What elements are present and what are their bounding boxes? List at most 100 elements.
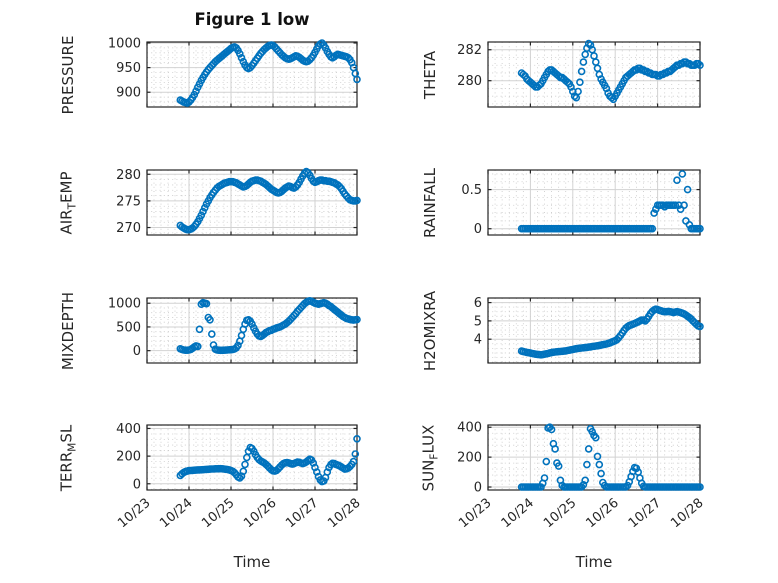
ylabel-H2OMIXRA: H2OMIXRA [421, 290, 439, 371]
y-tick-label: 270 [116, 221, 141, 236]
y-tick-label: 500 [116, 320, 141, 335]
y-tick-label: 280 [116, 168, 141, 183]
x-tick-label: 10/25 [541, 496, 579, 532]
ylabel-THETA: THETA [421, 50, 439, 99]
data-point-marker [323, 468, 332, 476]
x-tick-label: 10/26 [583, 496, 621, 532]
data-point-marker [591, 58, 600, 66]
data-point-marker [662, 69, 671, 77]
data-point-marker [195, 325, 204, 334]
data-points [517, 305, 704, 359]
data-point-marker [547, 425, 556, 434]
axes-box [146, 424, 358, 491]
data-point-marker [593, 452, 602, 461]
axes-box [487, 297, 701, 364]
y-tick-label: 950 [116, 61, 141, 76]
data-point-marker [648, 224, 657, 233]
x-axis-label-left: Time [233, 553, 271, 571]
data-point-marker [542, 457, 551, 466]
data-point-marker [607, 93, 616, 102]
y-tick-label: 0.5 [461, 183, 482, 198]
data-point-marker [683, 185, 692, 194]
data-point-marker [583, 460, 591, 469]
axes-box [487, 41, 701, 108]
data-point-marker [650, 209, 658, 217]
subplot-RAINFALL: 00.5 [461, 169, 704, 237]
data-point-marker [632, 464, 641, 473]
data-point-marker [577, 67, 586, 76]
y-tick-label: 275 [116, 194, 141, 209]
data-point-marker [563, 78, 572, 86]
data-point-marker [344, 53, 353, 62]
y-tick-label: 1000 [108, 297, 141, 312]
data-point-marker [574, 87, 582, 96]
data-point-marker [349, 457, 358, 466]
data-point-marker [581, 476, 590, 485]
subplot-THETA: 280 282 [457, 39, 704, 108]
x-axis-label-right: Time [575, 553, 613, 571]
ylabel-SUN_FLUX: SUNFLUX [419, 424, 441, 491]
data-point-marker [192, 87, 200, 95]
data-point-marker [236, 474, 244, 482]
y-tick-label: 400 [116, 422, 141, 437]
minor-grid [488, 170, 700, 235]
data-point-marker [623, 481, 632, 490]
data-point-marker [199, 207, 207, 216]
y-tick-label: 4 [474, 333, 482, 348]
data-points [517, 170, 704, 233]
data-points [517, 423, 704, 491]
data-point-marker [540, 474, 549, 482]
data-point-marker [234, 341, 242, 350]
data-point-marker [576, 78, 584, 86]
ylabel-PRESSURE: PRESSURE [59, 35, 77, 114]
y-tick-label: 200 [457, 451, 482, 466]
data-point-marker [680, 201, 688, 209]
y-tick-label: 0 [133, 477, 141, 492]
data-point-marker [551, 445, 559, 453]
data-point-marker [639, 66, 648, 74]
ylabel-MIXDEPTH: MIXDEPTH [59, 291, 77, 370]
subplot-PRESSURE: 900 950 1000 [108, 36, 361, 108]
subplot-H2OMIXRA: 4 5 6 [474, 296, 704, 364]
y-tick-label: 5 [474, 314, 482, 329]
figure-title: Figure 1 low [194, 10, 310, 29]
data-point-marker [351, 450, 360, 458]
x-tick-label: 10/25 [199, 496, 237, 532]
y-tick-label: 6 [474, 296, 482, 311]
data-point-marker [309, 459, 318, 467]
ylabel-RAINFALL: RAINFALL [421, 167, 439, 238]
x-tick-label: 10/23 [456, 496, 494, 532]
data-point-marker [579, 58, 588, 66]
data-point-marker [353, 196, 361, 205]
data-point-marker [570, 92, 579, 100]
y-tick-label: 280 [457, 74, 482, 89]
x-tick-label: 10/27 [283, 496, 321, 532]
data-point-marker [696, 483, 704, 491]
data-point-marker [206, 315, 214, 324]
x-tick-label: 10/24 [157, 496, 195, 532]
data-points [176, 167, 361, 234]
data-point-marker [641, 317, 650, 325]
data-point-marker [209, 341, 218, 349]
data-point-marker [629, 67, 637, 76]
x-tick-label: 10/28 [668, 496, 706, 532]
data-point-marker [353, 434, 361, 443]
subplot-SUN_FLUX: 0 200 400 10/23 10/24 10/25 10/26 10/27 10/28 [456, 421, 706, 531]
y-tick-label: 0 [133, 344, 141, 359]
data-point-marker [696, 224, 704, 233]
data-point-marker [208, 330, 216, 338]
subplot-TERR_MSL: 0 200 400 10/23 10/24 10/25 10/26 10/27 10/28 [115, 422, 363, 531]
data-point-marker [202, 299, 211, 308]
data-point-marker [588, 427, 597, 436]
data-point-marker [636, 64, 644, 73]
data-point-marker [197, 211, 206, 220]
data-points [176, 434, 361, 486]
data-points [517, 39, 704, 104]
y-tick-label: 200 [116, 450, 141, 465]
data-point-marker [584, 445, 593, 453]
data-point-marker [678, 170, 687, 178]
data-point-marker [696, 61, 704, 69]
major-grid [147, 425, 357, 490]
data-point-marker [239, 467, 248, 476]
